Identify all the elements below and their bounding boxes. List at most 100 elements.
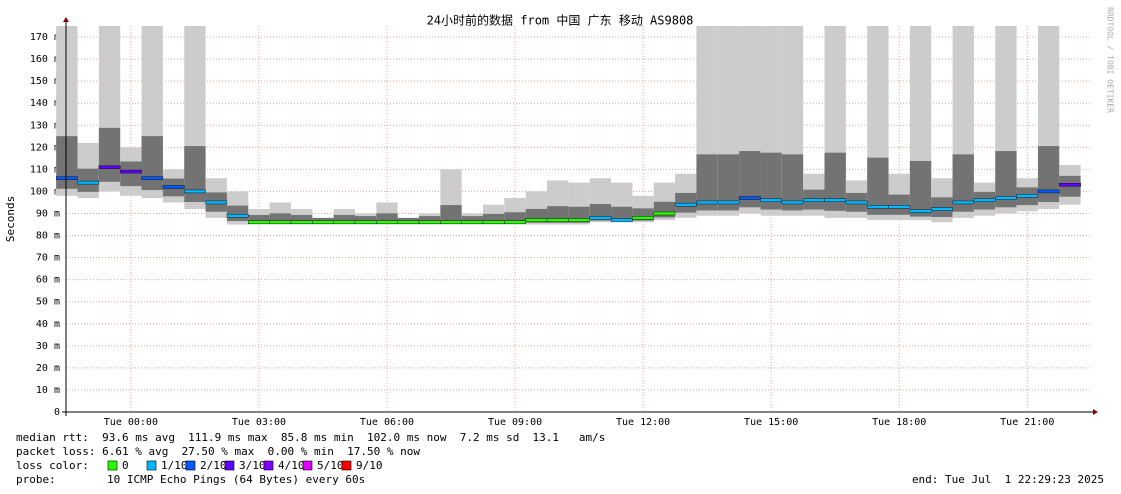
smoke-inner	[376, 213, 398, 224]
y-tick-label: 40 m	[36, 319, 60, 330]
y-tick-label: 30 m	[36, 341, 60, 352]
y-tick-label: 140 m	[30, 98, 60, 109]
end-time: end: Tue Jul 1 22:29:23 2025	[912, 473, 1104, 486]
y-axis-label: Seconds	[4, 196, 17, 242]
smoke-inner	[888, 194, 910, 215]
probe-label: probe:	[16, 473, 56, 486]
median	[568, 218, 590, 222]
median	[418, 220, 441, 225]
stats-line: median rtt: 93.6 ms avg 111.9 ms max 85.…	[16, 431, 605, 444]
smoke-inner	[675, 192, 697, 213]
y-tick-label: 10 m	[36, 385, 60, 396]
median	[674, 202, 697, 207]
y-arrow	[63, 17, 69, 22]
smoke-inner	[120, 161, 142, 187]
legend-label: 0	[122, 459, 129, 472]
median	[504, 220, 526, 225]
legend-swatch	[302, 460, 313, 471]
x-tick-label: Tue 12:00	[616, 417, 670, 428]
legend-swatch	[146, 460, 157, 471]
smoke-inner	[269, 213, 291, 224]
median	[1016, 194, 1039, 198]
legend-swatch	[341, 460, 352, 471]
smoke-inner	[354, 216, 377, 224]
y-tick-label: 130 m	[30, 120, 60, 131]
median	[55, 176, 78, 180]
median	[866, 205, 889, 209]
y-tick-label: 160 m	[30, 54, 60, 65]
median	[269, 220, 292, 225]
median	[162, 185, 185, 189]
median	[738, 196, 761, 200]
x-tick-label: Tue 15:00	[744, 417, 798, 428]
y-tick-label: 150 m	[30, 76, 60, 87]
y-tick-label: 90 m	[36, 208, 60, 219]
y-tick-label: 120 m	[30, 142, 60, 153]
median	[482, 220, 505, 225]
legend-swatch	[107, 460, 118, 471]
smoke-inner	[909, 160, 932, 217]
median	[845, 200, 868, 205]
x-tick-label: Tue 06:00	[360, 417, 414, 428]
legend-title: loss color:	[16, 459, 89, 472]
median	[205, 200, 228, 205]
median	[717, 200, 740, 205]
smoke-inner	[98, 127, 121, 182]
legend-label: 9/10	[356, 459, 383, 472]
smoke-inner	[461, 216, 484, 224]
legend-swatch	[185, 460, 196, 471]
smoke-inner	[440, 205, 462, 224]
median	[77, 180, 100, 185]
smoke-inner	[56, 136, 78, 189]
smoke-inner	[824, 152, 846, 211]
median	[589, 216, 612, 220]
smoke-inner	[952, 154, 974, 212]
watermark: RRDTOOL / TOBI OETIKER	[1106, 7, 1115, 113]
median	[610, 218, 633, 222]
smoke-inner	[781, 154, 804, 211]
y-tick-label: 20 m	[36, 363, 60, 374]
smoke-inner	[226, 205, 249, 221]
median	[995, 196, 1017, 200]
median	[653, 211, 676, 216]
median	[888, 205, 911, 209]
median	[184, 189, 206, 194]
median	[376, 220, 398, 225]
legend-swatch	[224, 460, 235, 471]
probe: 10 ICMP Echo Pings (64 Bytes) every 60s	[107, 473, 365, 486]
median	[248, 220, 270, 225]
x-tick-label: Tue 21:00	[1000, 417, 1054, 428]
y-tick-label: 60 m	[36, 275, 60, 286]
smoke-inner	[995, 151, 1017, 208]
smoke-inner	[760, 152, 782, 210]
smoke-inner	[248, 215, 270, 224]
median	[909, 209, 932, 213]
smoke-inner	[867, 157, 889, 215]
legend-label: 3/10	[239, 459, 266, 472]
smoke-inner	[483, 213, 505, 224]
smoke-inner	[504, 212, 526, 224]
chart-title: 24小时前的数据 from 中国 广东 移动 AS9808	[427, 13, 694, 28]
legend-swatch	[263, 460, 274, 471]
smoke-inner	[931, 197, 953, 218]
smoke-inner	[290, 215, 313, 224]
smoke-inner	[77, 168, 99, 192]
stats-line: packet loss: 6.61 % avg 27.50 % max 0.00…	[16, 445, 420, 458]
median	[312, 220, 334, 225]
legend-label: 5/10	[317, 459, 344, 472]
smoke-inner	[611, 206, 633, 222]
median	[1037, 189, 1060, 194]
y-tick-label: 70 m	[36, 253, 60, 264]
median	[120, 169, 142, 174]
median	[952, 200, 975, 205]
y-tick-label: 110 m	[30, 164, 60, 175]
smoke-inner	[333, 215, 355, 224]
median	[696, 200, 718, 205]
median	[632, 216, 654, 220]
x-tick-label: Tue 00:00	[104, 417, 158, 428]
median	[802, 198, 825, 202]
median	[440, 220, 462, 225]
x-tick-label: Tue 03:00	[232, 417, 286, 428]
median	[781, 200, 804, 205]
